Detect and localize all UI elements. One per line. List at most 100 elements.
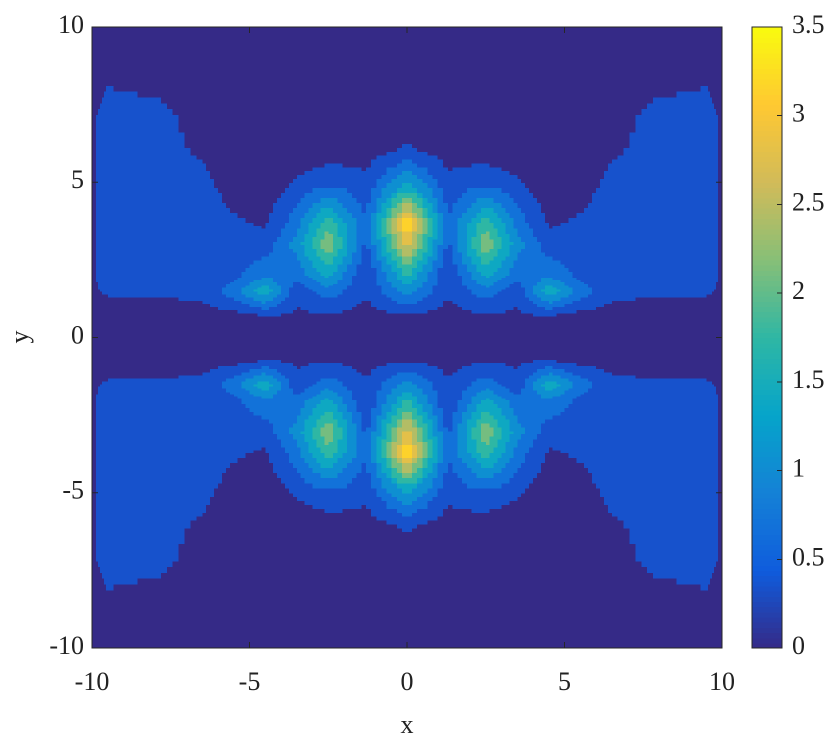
- contour-cell: [202, 601, 234, 648]
- contour-cell: [706, 316, 722, 338]
- colorbar-segment: [752, 187, 782, 193]
- contour-cell: [486, 555, 518, 602]
- contour-cell: [202, 275, 234, 291]
- colorbar-segment: [752, 524, 782, 530]
- colorbar-segment: [752, 513, 782, 519]
- contour-cell: [297, 223, 329, 245]
- contour-cell: [366, 338, 408, 360]
- colorbar-segment: [752, 358, 782, 364]
- colorbar-segment: [752, 493, 782, 499]
- contour-cell: [155, 384, 203, 400]
- contour-cell: [407, 338, 449, 360]
- contour-cell: [659, 316, 707, 338]
- contour-cell: [612, 275, 660, 291]
- contour-cell: [659, 120, 707, 152]
- contour-cell: [706, 359, 722, 384]
- colorbar-segment: [752, 638, 782, 644]
- colorbar-segment: [752, 296, 782, 302]
- colorbar-segment: [752, 581, 782, 587]
- contour-cell: [155, 493, 203, 525]
- contour-cell: [265, 74, 297, 121]
- contour-cell: [202, 384, 234, 400]
- contour-cell: [486, 27, 518, 74]
- contour-cell: [265, 338, 297, 360]
- contour-cell: [407, 359, 449, 384]
- contour-cell: [706, 524, 722, 556]
- contour-cell: [92, 316, 108, 338]
- contour-cell: [202, 182, 234, 223]
- contour-cell: [328, 182, 366, 223]
- colorbar-segment: [752, 462, 782, 468]
- contour-cell: [486, 275, 518, 291]
- colorbar-segment: [752, 529, 782, 535]
- contour-cell: [549, 316, 581, 338]
- contour-cell: [328, 223, 366, 245]
- contour-cell: [155, 524, 203, 556]
- contour-cell: [92, 493, 108, 525]
- colorbar-segment: [752, 250, 782, 256]
- contour-cell: [366, 316, 408, 338]
- colorbar-segment: [752, 482, 782, 488]
- contour-cell: [108, 244, 156, 276]
- contour-cell: [265, 223, 297, 245]
- colorbar-tick-label: 3: [792, 99, 805, 128]
- contour-cell: [234, 555, 266, 602]
- contour-cell: [265, 601, 297, 648]
- colorbar-segment: [752, 457, 782, 463]
- contour-cell: [580, 524, 612, 556]
- contour-cell: [108, 493, 156, 525]
- contour-cell: [448, 452, 486, 493]
- contour-cell: [659, 359, 707, 384]
- colorbar-segment: [752, 632, 782, 638]
- contour-cell: [612, 291, 660, 316]
- contour-cell: [265, 555, 297, 602]
- contour-cell: [108, 400, 156, 432]
- contour-cell: [366, 275, 408, 291]
- x-tick-label: 0: [401, 667, 414, 696]
- contour-cell: [92, 400, 108, 432]
- contour-cell: [580, 291, 612, 316]
- contour-cell: [234, 244, 266, 276]
- contour-cell: [297, 151, 329, 183]
- contour-cell: [92, 359, 108, 384]
- contour-cell: [234, 452, 266, 493]
- contour-cell: [659, 182, 707, 223]
- contour-cell: [549, 74, 581, 121]
- colorbar-tick-label: 0: [792, 631, 805, 660]
- colorbar-segment: [752, 534, 782, 540]
- colorbar-segment: [752, 394, 782, 400]
- contour-cell: [366, 555, 408, 602]
- contour-cell: [265, 400, 297, 432]
- contour-cell: [612, 244, 660, 276]
- contour-cell: [407, 182, 449, 223]
- colorbar-segment: [752, 451, 782, 457]
- colorbar-segment: [752, 627, 782, 633]
- contour-cell: [366, 182, 408, 223]
- contour-cell: [108, 151, 156, 183]
- colorbar-segment: [752, 58, 782, 64]
- colorbar-segment: [752, 131, 782, 137]
- contour-cell: [108, 524, 156, 556]
- contour-cell: [366, 74, 408, 121]
- colorbar-segment: [752, 48, 782, 54]
- contour-cell: [265, 493, 297, 525]
- contour-cell: [92, 555, 108, 602]
- contour-cell: [706, 182, 722, 223]
- contour-cell: [549, 384, 581, 400]
- contour-cell: [706, 431, 722, 453]
- contour-cell: [659, 338, 707, 360]
- contour-cell: [108, 452, 156, 493]
- contour-cell: [265, 431, 297, 453]
- contour-cell: [297, 452, 329, 493]
- colorbar-segment: [752, 363, 782, 369]
- contour-cell: [486, 223, 518, 245]
- contour-cell: [265, 182, 297, 223]
- contour-cell: [265, 244, 297, 276]
- contour-cell: [407, 431, 449, 453]
- contour-cell: [612, 431, 660, 453]
- contour-cell: [612, 223, 660, 245]
- contour-cell: [366, 291, 408, 316]
- colorbar-segment: [752, 617, 782, 623]
- contour-cell: [448, 120, 486, 152]
